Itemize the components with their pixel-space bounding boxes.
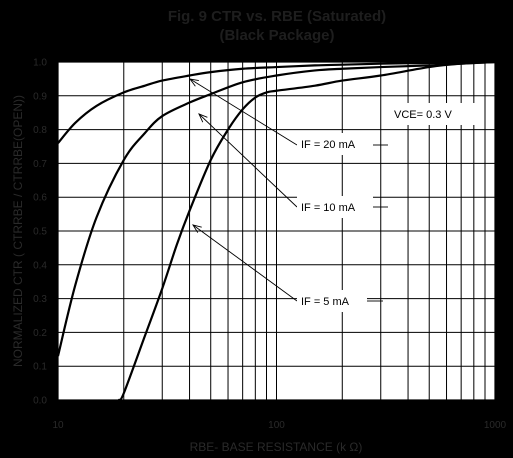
- y-tick-label: 0.3: [33, 294, 47, 305]
- y-tick-label: 0.7: [33, 159, 47, 170]
- vce-annotation: VCE= 0.3 V: [394, 109, 452, 121]
- series-line-2: [56, 60, 496, 357]
- if10-label-box: [297, 196, 373, 218]
- x-tick-label: 100: [268, 420, 285, 431]
- x-axis-label: RBE- BASE RESISTANCE (k Ω): [190, 440, 363, 454]
- series-line-1: [57, 60, 496, 144]
- chart-title: Fig. 9 CTR vs. RBE (Saturated): [168, 8, 386, 25]
- if5-leader: [192, 224, 298, 302]
- y-tick-labels: 0.0 0.1 0.2 0.3 0.4 0.5 0.6 0.7 0.8 0.9 1.0: [33, 58, 47, 407]
- y-axis-label: NORMALIZED CTR ( CTRRBE / CTRRBE(OPEN)): [11, 95, 25, 367]
- if5-leader-arrowhead: [192, 224, 202, 233]
- x-tick-labels: 10 100 1000: [52, 420, 506, 431]
- if5-label-box: [297, 290, 367, 312]
- series-line-3: [118, 60, 496, 402]
- y-tick-label: 0.4: [33, 260, 47, 271]
- if10-annotation: IF = 10 mA: [301, 202, 356, 214]
- if10-leader-arrowhead: [198, 113, 208, 123]
- annotation-leaders: [188, 78, 388, 302]
- y-tick-label: 0.1: [33, 362, 47, 373]
- series-lines: [56, 60, 496, 402]
- chart-subtitle: (Black Package): [219, 27, 334, 44]
- vce-label-box: [390, 103, 484, 125]
- y-tick-label: 0.8: [33, 125, 47, 136]
- if20-label-box: [297, 133, 373, 155]
- if5-annotation: IF = 5 mA: [301, 296, 350, 308]
- if10-leader: [198, 113, 298, 208]
- x-tick-label: 1000: [484, 420, 507, 431]
- if20-leader-arrowhead: [188, 78, 199, 87]
- y-tick-label: 0.6: [33, 193, 47, 204]
- plot-border: [57, 61, 496, 401]
- y-tick-label: 0.0: [33, 396, 47, 407]
- y-tick-label: 0.9: [33, 91, 47, 102]
- y-tick-label: 0.2: [33, 328, 47, 339]
- y-tick-label: 1.0: [33, 58, 47, 69]
- x-tick-label: 10: [52, 420, 64, 431]
- if20-leader: [189, 78, 298, 146]
- if20-annotation: IF = 20 mA: [301, 139, 356, 151]
- y-tick-label: 0.5: [33, 227, 47, 238]
